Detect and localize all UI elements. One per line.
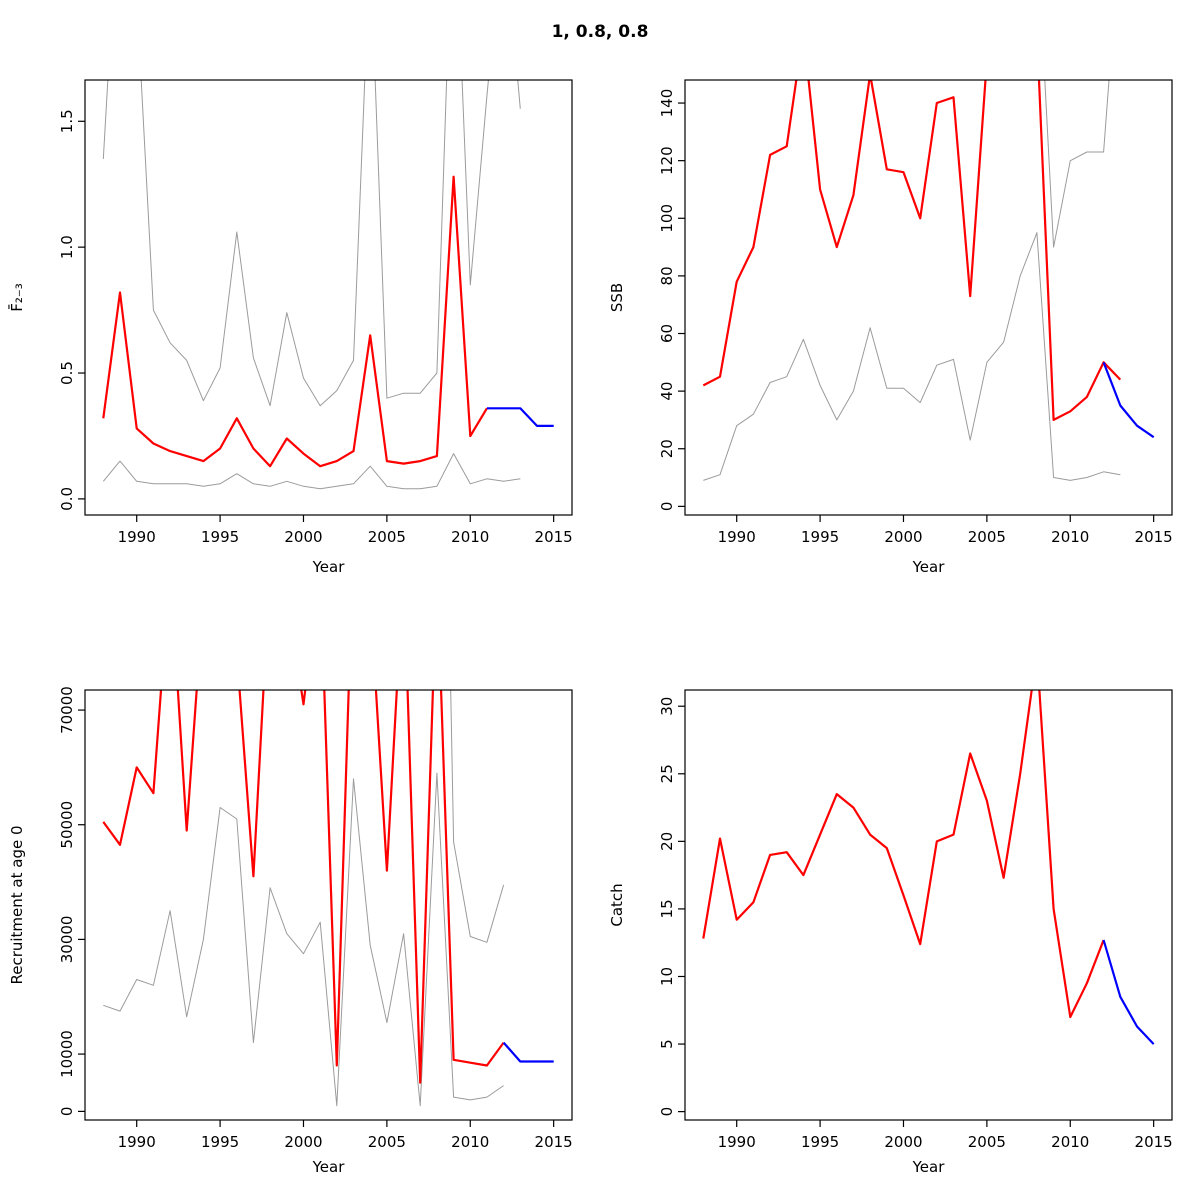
svg-text:10000: 10000 (58, 1030, 76, 1078)
svg-text:50000: 50000 (58, 801, 76, 849)
svg-text:2010: 2010 (451, 1133, 489, 1151)
svg-text:10: 10 (658, 967, 676, 986)
svg-text:1990: 1990 (718, 1133, 756, 1151)
svg-text:25: 25 (658, 764, 676, 783)
svg-text:70000: 70000 (58, 686, 76, 734)
chart-svg: 1990 1995 2000 2005 2010 2015 0 10000 30000 50000… (8, 686, 573, 1176)
svg-text:SSB: SSB (608, 283, 626, 312)
svg-text:Catch: Catch (608, 883, 626, 926)
svg-text:1995: 1995 (201, 1133, 239, 1151)
chart-svg: 1990 1995 2000 2005 2010 2015 0 5 10 15 20 25 30 Year… (608, 689, 1173, 1176)
chart-grid: 1990 1995 2000 2005 2010 2015 0.0 0.5 1.0 1.5 Year… (0, 60, 1200, 1200)
svg-text:2010: 2010 (1051, 1133, 1089, 1151)
svg-text:0.0: 0.0 (58, 487, 76, 511)
svg-text:1.5: 1.5 (58, 109, 76, 133)
svg-text:1990: 1990 (118, 528, 156, 546)
svg-text:Year: Year (912, 1158, 946, 1176)
svg-text:2005: 2005 (968, 528, 1006, 546)
chart-recruitment-panel: 1990 1995 2000 2005 2010 2015 0 10000 30000 50000… (0, 630, 600, 1200)
svg-text:30: 30 (658, 697, 676, 716)
svg-text:0.5: 0.5 (58, 361, 76, 385)
svg-text:40: 40 (658, 382, 676, 401)
svg-text:Year: Year (312, 558, 346, 576)
svg-text:2000: 2000 (284, 1133, 322, 1151)
chart-catch-panel: 1990 1995 2000 2005 2010 2015 0 5 10 15 20 25 30 Year… (600, 630, 1200, 1200)
chart-ssb-panel: 1990 1995 2000 2005 2010 2015 0 20 40 60 80 100 120 1… (600, 60, 1200, 630)
svg-text:2015: 2015 (1135, 528, 1173, 546)
svg-text:2005: 2005 (368, 1133, 406, 1151)
svg-text:2010: 2010 (451, 528, 489, 546)
figure-title: 1, 0.8, 0.8 (551, 22, 649, 42)
svg-text:1.0: 1.0 (58, 235, 76, 259)
svg-text:5: 5 (658, 1039, 676, 1049)
svg-text:30000: 30000 (58, 916, 76, 964)
svg-text:1990: 1990 (118, 1133, 156, 1151)
svg-text:20: 20 (658, 832, 676, 851)
svg-text:Year: Year (912, 558, 946, 576)
svg-text:20: 20 (658, 439, 676, 458)
svg-text:140: 140 (658, 89, 676, 118)
svg-text:100: 100 (658, 204, 676, 233)
svg-text:120: 120 (658, 146, 676, 175)
svg-text:2005: 2005 (368, 528, 406, 546)
chart-svg: 1990 1995 2000 2005 2010 2015 0.0 0.5 1.0 1.5 Year… (7, 79, 573, 576)
svg-text:1995: 1995 (801, 528, 839, 546)
svg-text:2005: 2005 (968, 1133, 1006, 1151)
svg-text:80: 80 (658, 266, 676, 285)
svg-text:2000: 2000 (284, 528, 322, 546)
svg-text:2000: 2000 (884, 1133, 922, 1151)
svg-text:2015: 2015 (535, 528, 573, 546)
svg-text:1995: 1995 (201, 528, 239, 546)
svg-text:15: 15 (658, 899, 676, 918)
svg-text:0: 0 (58, 1107, 76, 1117)
svg-text:2000: 2000 (884, 528, 922, 546)
chart-fbar-panel: 1990 1995 2000 2005 2010 2015 0.0 0.5 1.0 1.5 Year… (0, 60, 600, 630)
svg-text:60: 60 (658, 324, 676, 343)
svg-text:0: 0 (658, 1107, 676, 1117)
svg-text:F̄₂₋₃: F̄₂₋₃ (7, 283, 26, 312)
svg-text:2015: 2015 (535, 1133, 573, 1151)
svg-text:Year: Year (312, 1158, 346, 1176)
svg-text:1990: 1990 (718, 528, 756, 546)
svg-text:2015: 2015 (1135, 1133, 1173, 1151)
svg-text:0: 0 (658, 502, 676, 512)
svg-text:2010: 2010 (1051, 528, 1089, 546)
chart-svg: 1990 1995 2000 2005 2010 2015 0 20 40 60 80 100 120 1… (608, 79, 1173, 576)
svg-text:Recruitment at age 0: Recruitment at age 0 (8, 825, 26, 984)
svg-text:1995: 1995 (801, 1133, 839, 1151)
